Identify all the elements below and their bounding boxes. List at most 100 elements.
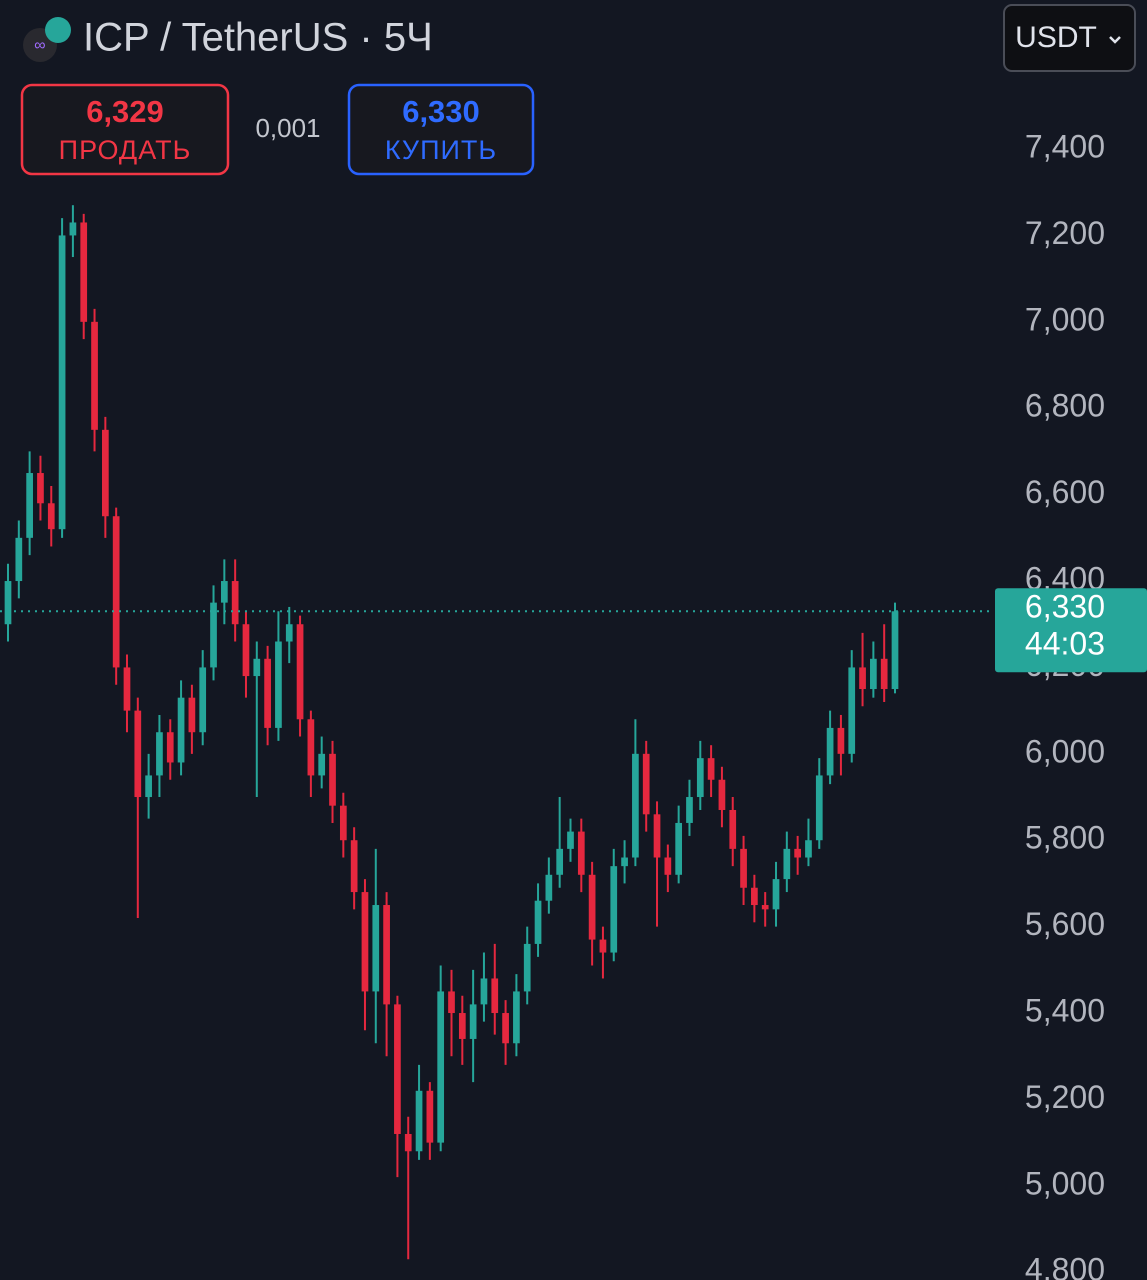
candle-body [707,758,715,780]
candle-body [307,719,315,776]
candle-body [102,429,109,517]
candle-body [761,905,769,910]
candle-body [502,1013,509,1044]
candle-body [296,624,304,720]
candle-body [394,1004,401,1134]
candle-body [426,1090,434,1143]
candle-body [740,848,747,888]
sell-button[interactable] [20,83,230,176]
candle-body [285,624,293,642]
candle-body [664,857,672,875]
candle-body [491,978,499,1014]
dropdown-arrow [1109,36,1121,44]
candle-body [642,753,650,815]
candle-body [696,758,704,798]
candle-body [523,943,531,992]
candle-body [231,581,239,625]
y-tick-label: 6,000 [1025,733,1105,769]
y-tick-label: 6,600 [1025,474,1105,510]
candle-body [751,887,758,906]
countdown: 44:03 [1025,626,1105,662]
buy-button[interactable] [347,83,535,176]
candle-body [458,1013,466,1039]
candle-body [848,667,856,754]
candle-body [26,473,33,538]
candle-body [480,978,488,1005]
candle-body [469,1004,477,1039]
candle-body [383,905,390,1005]
candle-body [567,831,574,849]
candle-body [69,222,77,236]
candle-body [415,1090,423,1152]
candle-body [729,809,737,849]
candle-body [577,831,585,875]
candle-body [166,732,174,763]
y-tick-label: 7,400 [1025,128,1105,164]
candle-body [545,874,553,901]
candle-body [783,848,791,880]
candle-body [350,840,358,893]
candle-body [448,991,455,1014]
currency-button[interactable] [1003,4,1136,72]
candle-body [329,753,336,806]
candle-body [891,611,899,690]
candle-body [253,658,261,677]
candle-body [37,473,44,504]
candle-body [15,537,23,582]
candle-body [772,879,780,910]
candle-body [156,732,163,776]
y-tick-label: 4,800 [1025,1252,1105,1280]
candle-body [805,840,812,858]
candle-body [870,658,877,690]
candle-body [318,753,326,776]
symbol-title: ICP / TetherUS · 5Ч [83,16,433,60]
sell-label[interactable]: ПРОДАТЬ [59,135,192,165]
candle-body [859,667,866,690]
candle-body [210,602,217,668]
buy-price[interactable]: 6,330 [402,94,480,129]
sell-price[interactable]: 6,329 [86,94,164,129]
plot-area [4,205,899,1260]
candle-body [47,503,55,530]
candle-body [123,667,131,711]
tether-icon [45,17,71,43]
candle-body [199,667,207,733]
candle-body [610,866,618,953]
currency-label[interactable]: USDT [1015,21,1097,54]
candle-body [599,939,607,953]
candle-body [653,814,661,858]
y-tick-label: 5,000 [1025,1165,1105,1201]
last-price-label: 6,330 [1025,589,1105,625]
y-tick-label: 5,800 [1025,820,1105,856]
y-tick-label: 5,600 [1025,906,1105,942]
candle-body [880,658,888,690]
candle-body [4,581,12,625]
candle-body [826,727,834,776]
candle-body [632,753,639,858]
candle-body [112,516,120,668]
candle-body [339,805,347,841]
candle-body [242,624,250,677]
y-tick-label: 7,200 [1025,215,1105,251]
candle-body [718,779,726,810]
candle-body [275,641,282,728]
candle-body [534,900,542,944]
candle-body [437,991,445,1143]
trade-panel: 6,329 ПРОДАТЬ 0,001 6,330 КУПИТЬ [20,83,535,176]
candle-body [404,1133,412,1152]
buy-label[interactable]: КУПИТЬ [385,135,497,165]
coin-symbol: ∞ [34,37,45,54]
candle-body [621,857,628,867]
candle-body [837,727,845,754]
candle-body [177,697,185,763]
candle-body [134,710,142,798]
candle-body [220,581,228,603]
last-price-box [995,588,1147,673]
candle-body [815,775,823,841]
y-tick-label: 5,400 [1025,992,1105,1028]
candle-body [556,848,564,875]
candle-body [80,222,88,322]
candle-body [188,697,196,733]
